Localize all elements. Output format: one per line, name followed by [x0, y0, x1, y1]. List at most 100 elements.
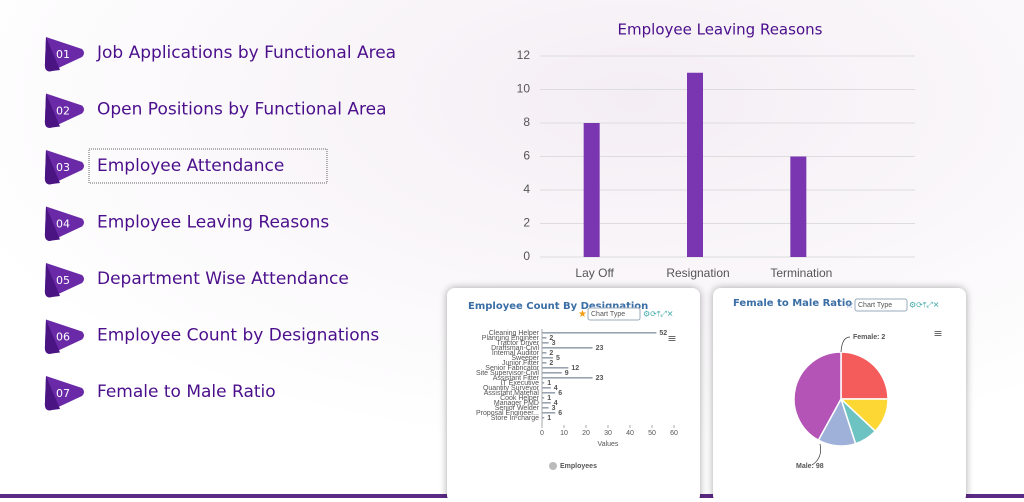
- bar: [542, 412, 556, 414]
- main-chart: Employee Leaving Reasons 0 2 4 6 8 10 12 Lay Off…: [517, 21, 915, 280]
- value-label: 2: [549, 335, 553, 342]
- toolbar-select: [854, 298, 908, 312]
- menu-icon-shade: [44, 263, 60, 298]
- bar: [790, 156, 807, 257]
- bar: [542, 337, 547, 339]
- connector: [840, 336, 851, 353]
- bar: [542, 352, 547, 354]
- bar: [542, 332, 657, 334]
- value-label: 23: [596, 375, 604, 382]
- menu-label[interactable]: Female to Male Ratio: [97, 382, 276, 402]
- designation-chart: Employee Count By Designation★ Chart Type…: [468, 301, 678, 470]
- y-tick-label: Planning Engineer: [482, 335, 540, 342]
- toolbar-label[interactable]: Chart Type: [858, 302, 892, 309]
- legend-marker: [549, 462, 557, 470]
- card-title: Employee Count By Designation: [468, 301, 648, 312]
- y-tick-label: Quantity Surveyor: [483, 385, 540, 392]
- menu-icon-shade: [44, 93, 60, 128]
- x-tick-label: 30: [604, 430, 612, 437]
- menu-number: 07: [56, 387, 70, 400]
- toolbar-select: [587, 307, 641, 321]
- x-tick-label: 20: [582, 430, 590, 437]
- bar: [542, 367, 569, 369]
- y-tick-label: Assistant Fitter: [493, 375, 540, 382]
- bar: [542, 417, 545, 419]
- bar: [542, 402, 551, 404]
- card: [447, 288, 700, 502]
- y-tick-label: Cleaning Helper: [489, 330, 540, 337]
- x-tick-label: 40: [626, 430, 634, 437]
- bar: [542, 362, 547, 364]
- menu-label[interactable]: Employee Leaving Reasons: [97, 213, 329, 233]
- value-label: 5: [556, 355, 560, 362]
- y-tick-label: 0: [523, 249, 530, 263]
- y-tick-label: IT Executive: [501, 380, 539, 387]
- x-tick-label: Lay Off: [575, 266, 614, 280]
- x-tick-label: 60: [670, 430, 678, 437]
- pie-slice: [793, 351, 842, 442]
- menu-number: 04: [56, 218, 70, 231]
- menu-icon: ≡: [667, 332, 676, 345]
- value-label: 12: [571, 365, 579, 372]
- value-label: 2: [549, 360, 553, 367]
- y-tick-label: Senior Fabricator: [485, 365, 539, 372]
- menu-label[interactable]: Employee Attendance: [97, 156, 284, 176]
- bar: [687, 72, 703, 257]
- x-tick-label: 50: [648, 430, 656, 437]
- menu: 01 Job Applications by Functional Area 02 O…: [44, 37, 396, 411]
- x-tick-label: Resignation: [666, 266, 729, 280]
- y-tick-label: 2: [523, 216, 530, 230]
- value-label: 2: [549, 350, 553, 357]
- bar: [542, 372, 562, 374]
- value-label: 4: [554, 400, 558, 407]
- data-label: Male: 98: [796, 463, 824, 470]
- menu-icon-shade: [44, 37, 60, 72]
- value-label: 52: [659, 330, 667, 337]
- value-label: 6: [558, 410, 562, 417]
- y-tick-label: 4: [523, 182, 530, 196]
- y-tick-label: Cook Helper: [500, 395, 540, 402]
- toolbar-label[interactable]: Chart Type: [591, 311, 625, 318]
- x-tick-label: 10: [560, 430, 568, 437]
- menu-icon-shade: [44, 376, 60, 411]
- y-tick-label: Proposal Engineer...: [476, 410, 539, 417]
- bar: [542, 357, 553, 359]
- x-tick-label: 0: [540, 430, 544, 437]
- y-tick-label: Assistant Material: [484, 390, 540, 397]
- menu-icon-shade: [44, 319, 60, 354]
- menu-label[interactable]: Employee Count by Designations: [97, 326, 379, 346]
- data-label: Female: 2: [853, 334, 885, 341]
- menu-icon-shade: [44, 150, 60, 185]
- value-label: 23: [596, 345, 604, 352]
- y-tick-label: 12: [517, 48, 531, 62]
- bar: [542, 342, 549, 344]
- menu-icon-shade: [44, 206, 60, 241]
- menu-label[interactable]: Job Applications by Functional Area: [96, 43, 396, 63]
- y-tick-label: 8: [523, 115, 530, 129]
- bar: [542, 382, 545, 384]
- menu-number: 03: [56, 161, 70, 174]
- bar: [542, 387, 551, 389]
- value-label: 3: [552, 340, 556, 347]
- toolbar-icons: ⚙⟳⤒⤢✕: [643, 310, 674, 319]
- x-axis-label: Values: [598, 441, 619, 448]
- value-label: 6: [558, 390, 562, 397]
- bar: [542, 407, 549, 409]
- y-tick-label: Site Supervisor-Civil: [476, 370, 539, 377]
- x-tick-label: Termination: [770, 266, 832, 280]
- menu-number: 01: [56, 48, 70, 61]
- menu-icon: ≡: [933, 327, 942, 340]
- bar: [542, 377, 593, 379]
- menu-label[interactable]: Department Wise Attendance: [97, 269, 349, 289]
- y-tick-label: Draftsman-Civil: [491, 345, 539, 352]
- focus-box: [88, 148, 328, 184]
- legend-label: Employees: [560, 463, 597, 470]
- menu-label[interactable]: Open Positions by Functional Area: [97, 100, 387, 120]
- toolbar-icons: ⚙⟳⤒⤢✕: [909, 301, 940, 310]
- y-tick-label: Senior Welder: [495, 405, 540, 412]
- y-tick-label: Store In-charge: [491, 415, 539, 422]
- value-label: 3: [552, 405, 556, 412]
- y-tick-label: Sweeper: [511, 355, 539, 362]
- value-label: 9: [565, 370, 569, 377]
